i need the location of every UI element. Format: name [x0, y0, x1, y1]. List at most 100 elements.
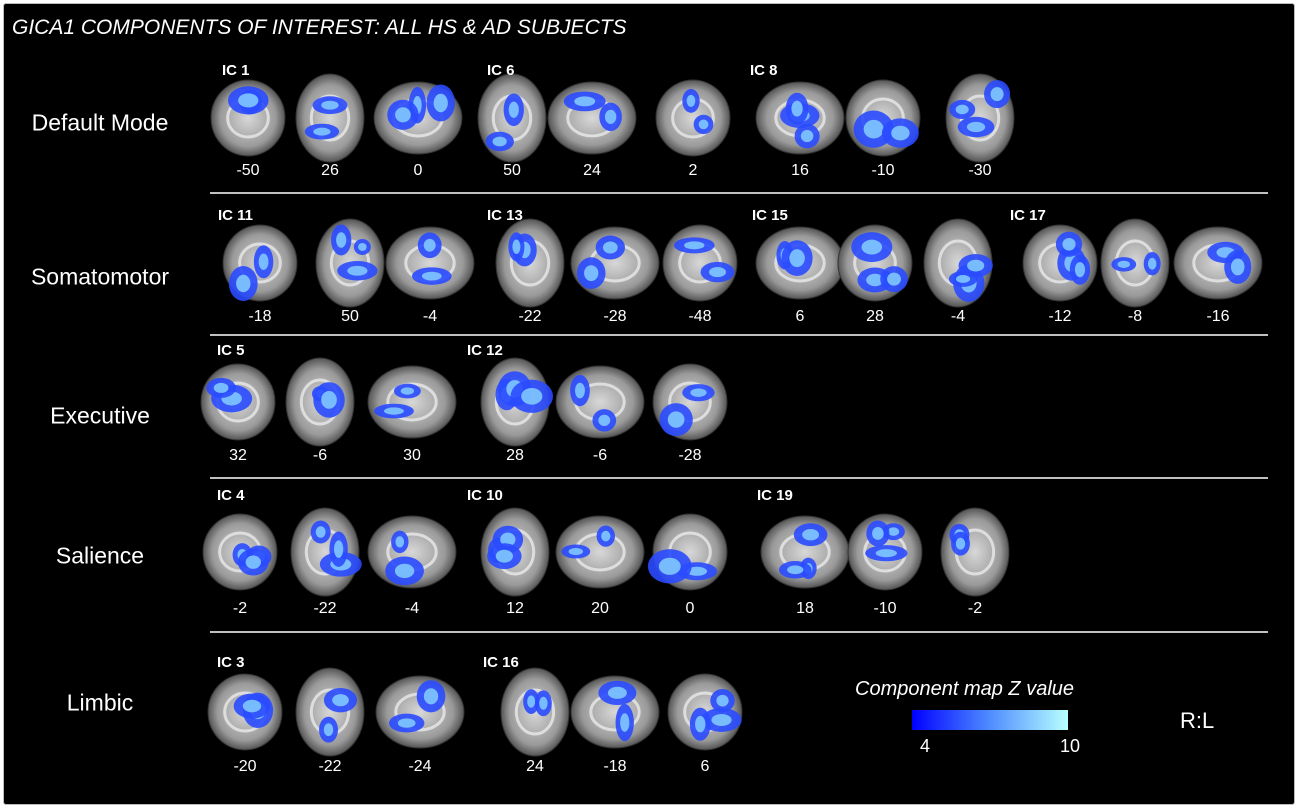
- slice-coordinate: -10: [873, 600, 897, 617]
- slice-coordinate: 2: [688, 162, 698, 179]
- component-label: IC 8: [750, 62, 778, 79]
- activation-core: [607, 686, 627, 699]
- activation-core: [421, 271, 442, 281]
- slice-coordinate: -22: [318, 758, 342, 775]
- brain-slice: [295, 73, 365, 163]
- activation-core: [967, 259, 985, 272]
- activation-core: [384, 407, 404, 415]
- slice-coordinate: -6: [592, 447, 608, 464]
- activation-core: [620, 713, 630, 732]
- brain-detail: [514, 688, 556, 736]
- activation-core: [891, 125, 910, 141]
- activation-core: [258, 253, 269, 270]
- activation-core: [568, 547, 584, 556]
- activation-core: [315, 526, 326, 538]
- component-label: IC 17: [1010, 207, 1046, 224]
- brain-detail: [309, 94, 351, 142]
- activation-core: [495, 549, 513, 563]
- activation-core: [492, 136, 507, 147]
- slice-coordinate: 28: [506, 447, 524, 464]
- slice-coordinate: 20: [591, 600, 609, 617]
- brain-slice: [385, 226, 475, 300]
- brain-detail: [238, 242, 282, 284]
- activation-core: [527, 695, 536, 708]
- activation-core: [334, 540, 344, 558]
- component-label: IC 1: [222, 62, 250, 79]
- activation-core: [242, 699, 262, 713]
- activation-core: [872, 526, 884, 540]
- activation-core: [604, 109, 617, 124]
- slice-coordinate: 26: [321, 162, 339, 179]
- activation-core: [347, 265, 368, 276]
- activation-core: [394, 563, 415, 579]
- activation-core: [423, 238, 436, 252]
- activation-core: [861, 239, 883, 255]
- activation-core: [397, 718, 416, 728]
- slice-coordinate: 12: [506, 600, 524, 617]
- activation-core: [800, 129, 814, 143]
- component-label: IC 11: [218, 207, 254, 224]
- activation-core: [433, 93, 448, 113]
- slice-coordinate: -28: [603, 308, 627, 325]
- activation-core: [698, 119, 709, 130]
- network-label: Default Mode: [31, 109, 169, 136]
- slice-coordinate: -24: [408, 758, 432, 775]
- slice-coordinate: 50: [503, 162, 521, 179]
- component-label: IC 13: [487, 207, 523, 224]
- activation-core: [887, 527, 900, 536]
- slice-coordinate: 50: [341, 308, 359, 325]
- component-label: IC 6: [487, 62, 515, 79]
- network-label: Executive: [50, 402, 150, 429]
- component-label: IC 5: [217, 342, 245, 359]
- activation-core: [711, 713, 732, 726]
- orientation-label: R:L: [1180, 708, 1215, 733]
- slice-coordinate: -12: [1048, 308, 1072, 325]
- activation-core: [684, 241, 705, 250]
- activation-core: [539, 696, 548, 710]
- slice-coordinate: 28: [866, 308, 884, 325]
- activation-core: [690, 388, 707, 397]
- activation-core: [575, 382, 585, 399]
- activation-core: [866, 273, 884, 287]
- slice-coordinate: 30: [403, 447, 421, 464]
- activation-core: [1074, 262, 1086, 278]
- component-label: IC 19: [757, 487, 793, 504]
- activation-core: [598, 414, 611, 427]
- slice-coordinate: -10: [871, 162, 895, 179]
- activation-core: [236, 274, 251, 293]
- activation-core: [602, 241, 618, 254]
- activation-core: [709, 266, 726, 278]
- slice-coordinate: 32: [229, 447, 247, 464]
- slice-coordinate: -4: [404, 600, 420, 617]
- slice-coordinate: -4: [950, 308, 966, 325]
- activation-core: [789, 249, 805, 268]
- colorbar-min: 4: [919, 736, 931, 756]
- activation-core: [508, 101, 519, 118]
- slice-coordinate: 6: [795, 308, 805, 325]
- activation-core: [1117, 260, 1130, 268]
- activation-core: [686, 566, 708, 576]
- brain-slice: [290, 507, 360, 597]
- activation-core: [686, 94, 696, 107]
- activation-core: [658, 557, 681, 575]
- brain-slice: [570, 675, 660, 749]
- slice-coordinate: 24: [583, 162, 601, 179]
- brain-slice: [295, 667, 365, 757]
- activation-core: [332, 694, 349, 707]
- slice-coordinate: 0: [413, 162, 423, 179]
- activation-core: [955, 104, 969, 115]
- activation-core: [1230, 258, 1245, 276]
- component-label: IC 15: [752, 207, 788, 224]
- activation-core: [955, 537, 966, 550]
- activation-core: [716, 694, 729, 707]
- colorbar-max: 10: [1059, 736, 1081, 756]
- activation-core: [1062, 237, 1076, 251]
- slice-coordinate: 24: [526, 758, 544, 775]
- activation-core: [791, 100, 803, 117]
- activation-core: [512, 239, 521, 255]
- slice-coordinate: 0: [685, 600, 695, 617]
- slice-coordinate: -8: [1127, 308, 1143, 325]
- activation-core: [584, 265, 599, 282]
- activation-core: [601, 530, 611, 542]
